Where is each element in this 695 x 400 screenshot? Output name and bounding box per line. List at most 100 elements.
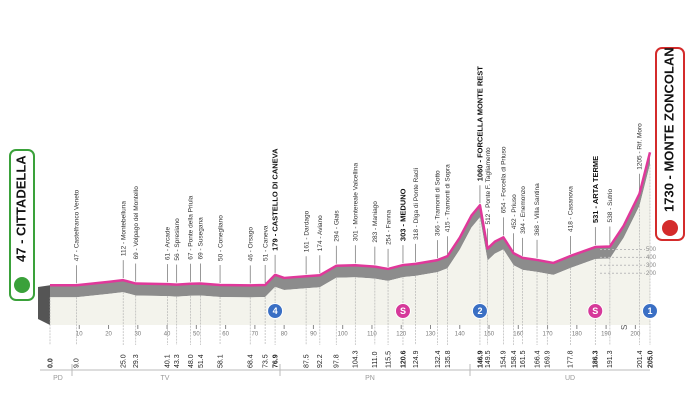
km-label: 111.0 xyxy=(372,351,379,368)
profile-line xyxy=(50,152,652,287)
waypoint-label: 69 - Susegana xyxy=(198,217,205,260)
km-label: 158.4 xyxy=(511,350,518,368)
climb-label: 2 xyxy=(477,306,482,316)
waypoint-label: 366 - Tramonti di Sotto xyxy=(435,170,442,236)
waypoint-label: 303 - MEDUNO xyxy=(398,188,407,241)
waypoint-label: 1060 - FORCELLA MONTE REST xyxy=(475,66,484,182)
x-tick-label: 20 xyxy=(105,332,112,338)
start-icon xyxy=(14,277,30,293)
waypoint-label: 418 - Casanova xyxy=(568,186,575,232)
x-tick-label: 110 xyxy=(367,332,377,338)
waypoint-label: 368 - Villa Santina xyxy=(534,183,541,236)
km-label: 97.8 xyxy=(334,354,341,368)
km-label: 120.6 xyxy=(400,350,407,368)
km-label: 9.0 xyxy=(74,358,81,368)
waypoint-label: 254 - Fanna xyxy=(385,209,392,244)
waypoint-label: 179 - CASTELLO DI CANEVA xyxy=(271,148,280,251)
waypoint-label: 61 - Arcade xyxy=(165,227,172,261)
km-label: 166.4 xyxy=(534,350,541,368)
x-tick-label: 130 xyxy=(425,332,436,338)
waypoint-label: 654 - Forcella di Priuso xyxy=(501,146,508,213)
y-tick-label: 400 xyxy=(646,255,657,261)
km-label: 115.5 xyxy=(385,351,392,368)
waypoint-label: 47 - Castelfranco Veneto xyxy=(74,189,81,261)
region-label: UD xyxy=(565,375,575,382)
climb-marker xyxy=(642,303,658,319)
km-label: 68.4 xyxy=(248,354,255,368)
waypoint-label: 56 - Spresiano xyxy=(174,218,181,261)
waypoint-label: 452 - Priuso xyxy=(511,194,518,229)
km-label: 205.0 xyxy=(647,350,654,368)
start-box xyxy=(9,149,35,301)
km-label: 169.9 xyxy=(545,350,552,368)
km-label: 104.3 xyxy=(353,350,360,368)
waypoint-label: 51 - Caneva xyxy=(262,225,269,261)
x-tick-label: 30 xyxy=(134,332,141,338)
waypoint-label: 538 - Sutrio xyxy=(607,189,614,223)
x-tick-label: 150 xyxy=(484,332,495,338)
waypoint-label: 283 - Maniago xyxy=(372,201,379,243)
km-label: 154.9 xyxy=(501,350,508,368)
climb-marker xyxy=(587,303,604,319)
x-tick-label: 200 xyxy=(630,332,641,338)
km-label: 58.1 xyxy=(217,354,224,368)
finish-label: 1730 - MONTE ZONCOLAN xyxy=(661,47,676,212)
x-tick-label: 80 xyxy=(281,332,288,338)
profile-front xyxy=(38,285,50,325)
x-tick-label: 70 xyxy=(252,332,259,338)
waypoint-label: 294 - Giais xyxy=(333,210,340,242)
waypoint-label: 50 - Conegliano xyxy=(217,215,224,261)
waypoint-label: 46 - Orsago xyxy=(247,227,254,262)
km-label: 191.3 xyxy=(607,350,614,368)
finish-box xyxy=(655,47,685,241)
km-label: 135.8 xyxy=(445,350,452,368)
km-label: 186.3 xyxy=(593,350,600,368)
km-label: 73.5 xyxy=(262,354,269,368)
waypoint-label: 531 - ARTA TERME xyxy=(591,156,600,223)
climb-label: 4 xyxy=(273,306,278,316)
km-label: 177.8 xyxy=(568,350,575,368)
km-label: 87.5 xyxy=(303,354,310,368)
climb-marker xyxy=(267,303,284,319)
x-tick-label: 60 xyxy=(222,332,229,338)
region-label: TV xyxy=(161,375,170,382)
km-label: 92.2 xyxy=(317,354,324,368)
y-tick-label: 300 xyxy=(646,263,657,269)
km-label: 0.0 xyxy=(47,358,54,368)
km-label: 43.3 xyxy=(174,354,181,368)
km-label: 124.9 xyxy=(413,350,420,368)
region-label: PD xyxy=(53,375,63,382)
km-label: 201.4 xyxy=(637,350,644,368)
km-label: 51.4 xyxy=(198,354,205,368)
km-label: 132.4 xyxy=(435,350,442,368)
waypoint-label: 301 - Montereale Valcellina xyxy=(352,163,359,242)
climb-marker xyxy=(471,303,488,319)
waypoint-label: 1205 - Rif. Moro xyxy=(637,123,644,170)
waypoint-label: 394 - Enemonzo xyxy=(520,186,527,234)
waypoint-label: 67 - Ponte della Priula xyxy=(188,195,195,259)
waypoint-label: 69 - Volpago del Montello xyxy=(133,186,140,260)
km-label: 161.5 xyxy=(520,350,527,368)
km-label: 25.0 xyxy=(121,354,128,368)
climb-marker xyxy=(394,303,411,319)
start-label: 47 - CITTADELLA xyxy=(13,155,28,262)
x-tick-label: 100 xyxy=(338,332,349,338)
climb-label: 1 xyxy=(647,306,652,316)
km-label: 29.3 xyxy=(133,354,140,368)
waypoint-label: 415 - Tramonti di Sopra xyxy=(445,164,452,232)
x-tick-label: 170 xyxy=(543,332,554,338)
climb-label: S xyxy=(592,306,598,316)
waypoint-label: 512 - Ponte F. Tagliamento xyxy=(485,147,492,225)
climb-label: S xyxy=(400,306,406,316)
y-tick-label: 500 xyxy=(646,247,657,253)
waypoint-label: 318 - Diga di Ponte Racli xyxy=(413,168,420,240)
x-tick-label: 190 xyxy=(601,332,612,338)
region-label: PN xyxy=(365,375,375,382)
finish-icon xyxy=(662,220,678,236)
profile-fill xyxy=(50,164,650,325)
x-tick-label: 160 xyxy=(513,332,524,338)
km-label: 40.1 xyxy=(165,354,172,368)
km-label: 48.0 xyxy=(188,354,195,368)
x-tick-label: 50 xyxy=(193,332,200,338)
